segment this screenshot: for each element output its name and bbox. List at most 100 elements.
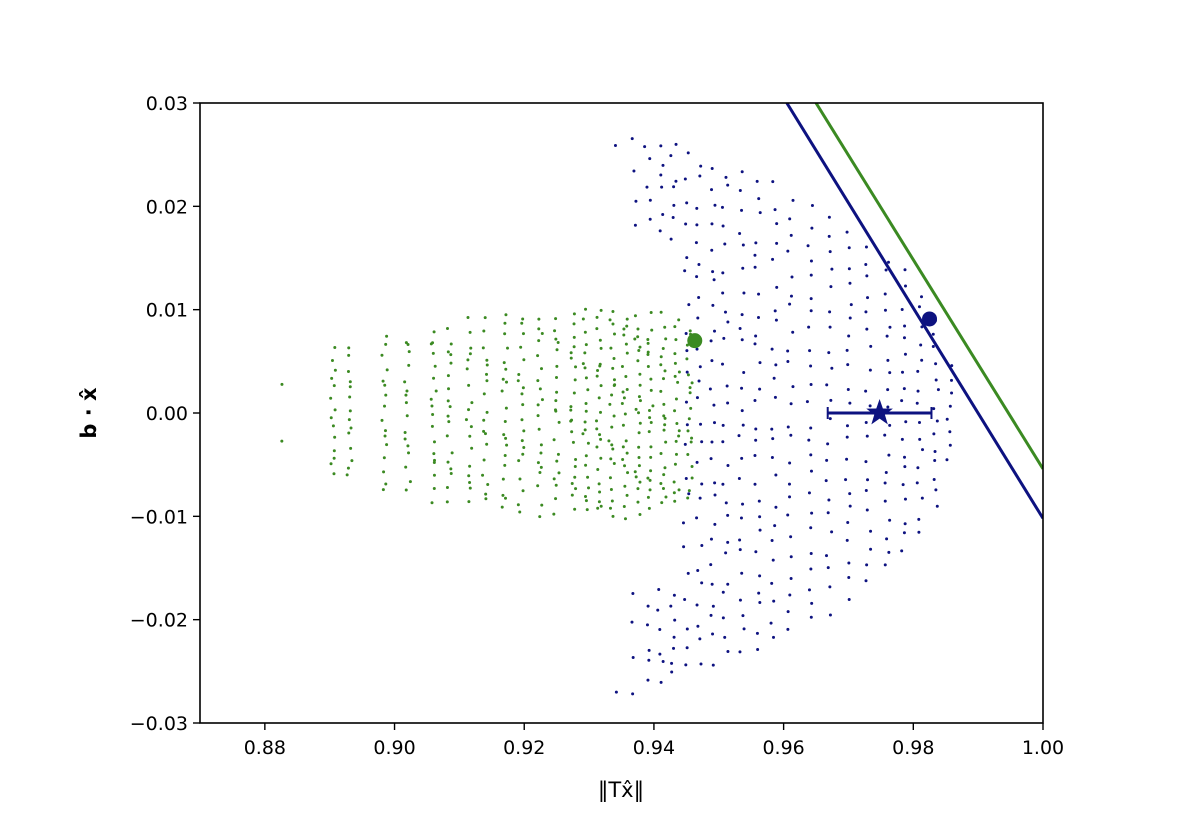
x-tick-label: 0.96 [762,737,804,759]
data-point [742,291,746,295]
data-point [608,318,612,322]
data-point [430,404,434,408]
data-point [672,185,676,189]
data-point [612,384,616,388]
data-point [555,459,559,463]
data-point [503,419,507,423]
data-point [636,500,640,504]
data-point [722,336,726,340]
data-point [810,226,814,230]
data-point [686,373,690,377]
data-point [847,576,851,580]
data-point [517,459,521,463]
data-point [864,245,868,249]
data-point [537,339,541,343]
data-point [612,357,616,361]
data-point [572,335,576,339]
data-point [521,489,525,493]
data-point [726,401,730,405]
data-point [809,615,813,619]
data-point [740,313,744,317]
data-point [408,480,412,484]
data-point [432,486,436,490]
data-point [689,406,693,410]
data-point [663,325,667,329]
data-point [846,520,850,524]
data-point [467,408,471,412]
data-point [709,613,713,617]
data-point [709,563,713,567]
data-point [552,477,556,481]
data-point [753,454,757,458]
data-point [482,418,486,422]
data-point [807,325,811,329]
data-point [673,499,677,503]
data-point [848,401,852,405]
data-point [774,473,778,477]
data-point [659,363,663,367]
data-point [883,499,887,503]
data-point [643,145,647,149]
data-point [661,212,665,216]
data-point [725,384,729,388]
data-point [633,470,637,474]
data-point [637,455,641,459]
data-point [883,308,887,312]
data-point [699,164,703,168]
data-point [661,163,665,167]
data-point [827,351,831,355]
data-point [772,599,776,603]
data-point [638,480,642,484]
data-point [482,429,486,433]
data-point [595,374,599,378]
data-point [583,330,587,334]
data-point [809,426,813,430]
data-point [709,339,713,343]
data-point [949,378,953,382]
data-point [485,372,489,376]
data-point [826,442,830,446]
data-point [581,317,585,321]
data-point [674,439,678,443]
x-axis-label: ‖Tx̂‖ [598,778,644,803]
data-point [771,558,775,562]
data-point [449,471,453,475]
data-point [868,368,872,372]
data-point [636,487,640,491]
data-point [773,524,777,528]
data-point [595,327,599,331]
data-point [865,327,869,331]
data-point [537,327,541,331]
data-point [584,343,588,347]
data-point [713,522,717,526]
data-point [403,437,407,441]
data-point [540,398,544,402]
data-point [920,358,924,362]
data-point [624,375,628,379]
data-point [864,263,868,267]
data-point [700,544,704,548]
data-point [517,372,521,376]
data-point [468,480,472,484]
data-point [684,477,688,481]
boundary-line-green [814,103,1043,470]
data-point [740,170,744,174]
data-point [663,466,667,470]
data-point [866,478,870,482]
data-point [649,445,653,449]
data-point [574,365,578,369]
data-point [864,389,868,393]
data-point [827,498,831,502]
data-point [771,180,775,184]
data-point [830,366,834,370]
data-point [662,473,666,477]
data-point [695,516,699,520]
data-point [712,421,716,425]
data-point [598,490,602,494]
data-point [695,460,699,464]
data-point [921,448,925,452]
data-point [658,652,662,656]
data-point [900,437,904,441]
data-point [572,312,576,316]
